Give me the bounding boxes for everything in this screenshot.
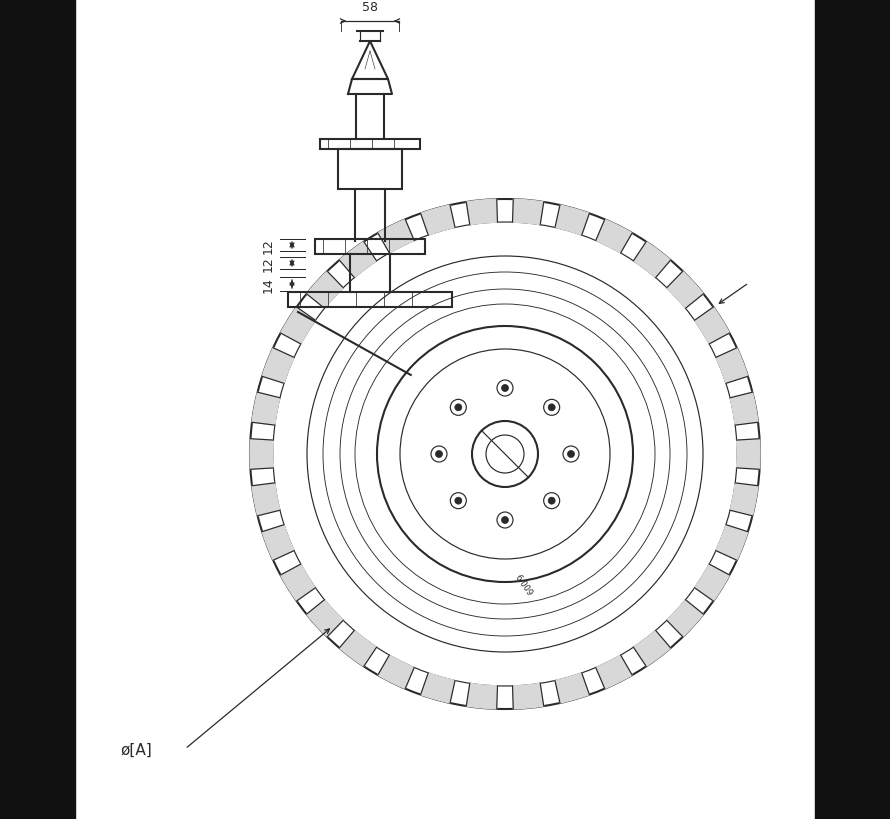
Text: 12: 12 <box>262 256 275 272</box>
Polygon shape <box>378 655 414 689</box>
Polygon shape <box>737 439 760 470</box>
Circle shape <box>548 405 555 411</box>
Polygon shape <box>513 684 544 709</box>
Polygon shape <box>730 393 758 426</box>
Circle shape <box>455 498 462 505</box>
Bar <box>815 0 890 819</box>
Circle shape <box>548 498 555 505</box>
Polygon shape <box>421 673 455 704</box>
Text: 58: 58 <box>362 1 378 14</box>
Polygon shape <box>634 631 670 667</box>
Polygon shape <box>250 439 273 470</box>
Bar <box>288 292 452 308</box>
Text: 14: 14 <box>262 277 275 292</box>
Polygon shape <box>595 655 632 689</box>
Polygon shape <box>716 348 748 384</box>
Polygon shape <box>555 206 589 236</box>
Bar <box>338 150 402 190</box>
Circle shape <box>501 517 508 524</box>
Polygon shape <box>252 393 280 426</box>
Polygon shape <box>667 600 703 637</box>
Polygon shape <box>263 348 294 384</box>
Polygon shape <box>263 525 294 560</box>
Polygon shape <box>306 600 344 637</box>
Polygon shape <box>694 564 730 601</box>
Bar <box>0 0 75 819</box>
Polygon shape <box>595 220 632 254</box>
Circle shape <box>568 451 575 458</box>
Polygon shape <box>339 242 376 278</box>
Bar <box>320 140 420 150</box>
Text: 6-009: 6-009 <box>513 572 534 597</box>
Text: ø[A]: ø[A] <box>120 741 152 757</box>
Polygon shape <box>730 483 758 516</box>
Polygon shape <box>466 684 498 709</box>
Circle shape <box>435 451 442 458</box>
Polygon shape <box>421 206 455 236</box>
Polygon shape <box>280 308 315 345</box>
Polygon shape <box>716 525 748 560</box>
Polygon shape <box>306 272 344 309</box>
Polygon shape <box>466 200 498 225</box>
Polygon shape <box>339 631 376 667</box>
Polygon shape <box>280 564 315 601</box>
Polygon shape <box>634 242 670 278</box>
Polygon shape <box>252 483 280 516</box>
Polygon shape <box>667 272 703 309</box>
Circle shape <box>455 405 462 411</box>
Polygon shape <box>555 673 589 704</box>
Polygon shape <box>694 308 730 345</box>
Polygon shape <box>513 200 544 225</box>
Circle shape <box>501 385 508 392</box>
Bar <box>315 240 425 255</box>
Polygon shape <box>378 220 414 254</box>
Text: 12: 12 <box>262 238 275 254</box>
